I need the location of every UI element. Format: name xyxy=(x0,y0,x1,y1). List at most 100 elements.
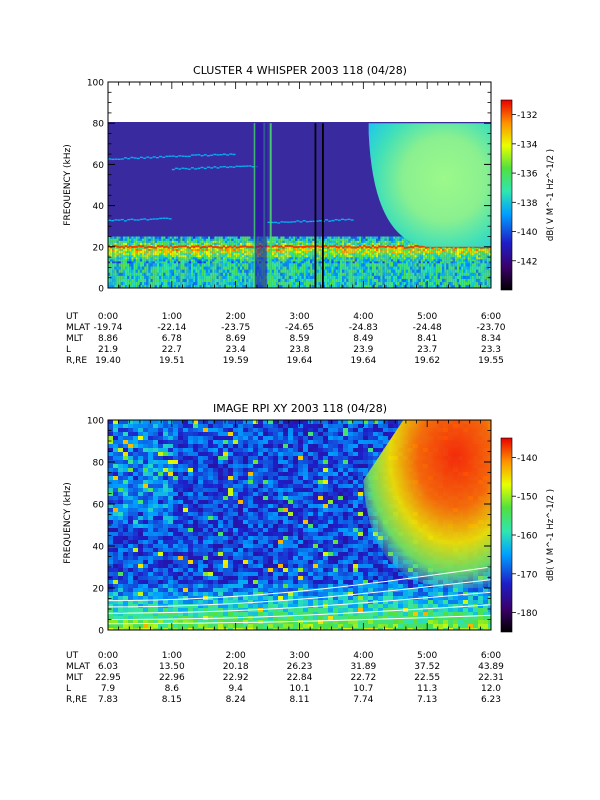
lowfreq-cell xyxy=(399,281,402,286)
emission-cell xyxy=(171,261,174,264)
emission-cell xyxy=(327,244,330,247)
lowfreq-cell xyxy=(216,266,219,270)
lowfreq-cell xyxy=(454,284,457,288)
emission-cell xyxy=(216,255,219,258)
emission-cell xyxy=(129,261,132,264)
spectrogram-cell xyxy=(158,420,164,425)
emission-cell xyxy=(129,252,132,256)
emission-cell xyxy=(473,246,477,250)
line-cell xyxy=(299,245,302,248)
spectrogram-cell xyxy=(108,492,114,497)
spectrogram-cell xyxy=(133,588,139,593)
emission-cell xyxy=(342,238,345,241)
emission-cell xyxy=(359,240,362,243)
streak xyxy=(289,221,293,223)
spectrogram-cell xyxy=(118,624,124,629)
emission-cell xyxy=(461,261,464,264)
emission-cell xyxy=(233,236,236,239)
emission-cell xyxy=(165,259,168,262)
emission-cell xyxy=(286,252,289,256)
emission-cell xyxy=(167,242,170,245)
emission-cell xyxy=(465,257,468,260)
lowfreq-cell xyxy=(229,269,232,273)
spectrogram-cell xyxy=(158,484,164,489)
line-cell xyxy=(416,245,419,248)
emission-cell xyxy=(237,242,240,245)
lowfreq-cell xyxy=(484,269,487,273)
lowfreq-cell xyxy=(376,278,379,283)
emission-cell xyxy=(229,252,232,256)
streak xyxy=(206,155,210,157)
spectrogram-cell xyxy=(148,428,154,433)
spectrogram-cell xyxy=(138,616,144,621)
emission-cell xyxy=(208,242,211,245)
lowfreq-cell xyxy=(173,272,177,276)
lowfreq-cell xyxy=(280,263,283,267)
spectrogram-cell xyxy=(143,524,149,529)
lowfreq-cell xyxy=(437,266,440,270)
lowfreq-cell xyxy=(120,266,123,270)
emission-cell xyxy=(325,248,328,252)
emission-cell xyxy=(380,255,383,258)
emission-cell xyxy=(401,255,404,258)
emission-cell xyxy=(301,252,304,256)
emission-cell xyxy=(214,246,217,250)
lowfreq-cell xyxy=(410,272,413,276)
emission-cell xyxy=(133,240,136,243)
spectrogram-cell xyxy=(168,560,174,565)
lowfreq-cell xyxy=(216,278,219,283)
emission-cell xyxy=(352,252,355,256)
lowfreq-cell xyxy=(273,281,277,286)
lowfreq-cell xyxy=(144,275,147,279)
emission-cell xyxy=(135,259,138,262)
spectrogram-cell xyxy=(148,424,154,429)
emission-cell xyxy=(342,261,345,264)
lowfreq-cell xyxy=(425,281,428,286)
emission-cell xyxy=(393,255,396,258)
lowfreq-cell xyxy=(203,278,206,283)
lowfreq-cell xyxy=(214,263,217,267)
emission-cell xyxy=(184,259,187,262)
emission-cell xyxy=(250,236,253,239)
spectrogram-cell xyxy=(148,596,154,601)
lowfreq-cell xyxy=(246,284,249,288)
emission-cell xyxy=(244,259,247,262)
lowfreq-cell xyxy=(435,278,438,283)
lowfreq-cell xyxy=(401,263,404,267)
emission-cell xyxy=(318,257,321,260)
emission-cell xyxy=(184,255,187,258)
emission-cell xyxy=(408,244,411,247)
spectrogram-cell xyxy=(113,548,119,553)
spectrogram-cell xyxy=(153,496,159,501)
emission-cell xyxy=(169,255,172,258)
emission-cell xyxy=(335,248,338,252)
spectrogram-cell xyxy=(158,436,164,441)
emission-cell xyxy=(361,242,364,245)
emission-cell xyxy=(422,250,426,254)
lowfreq-cell xyxy=(282,281,285,286)
emission-cell xyxy=(237,244,240,247)
lowfreq-cell xyxy=(342,275,345,279)
lowfreq-cell xyxy=(459,266,462,270)
spectrogram-cell xyxy=(123,488,129,493)
emission-cell xyxy=(210,257,213,260)
lowfreq-cell xyxy=(180,275,183,279)
lowfreq-cell xyxy=(331,281,334,286)
lowfreq-cell xyxy=(465,275,468,279)
spectrogram-cell xyxy=(173,452,179,457)
lowfreq-cell xyxy=(376,266,379,270)
emission-cell xyxy=(422,261,426,264)
lowfreq-cell xyxy=(271,269,274,273)
lowfreq-cell xyxy=(131,263,134,267)
emission-cell xyxy=(393,259,396,262)
lowfreq-cell xyxy=(305,281,308,286)
lowfreq-cell xyxy=(208,266,211,270)
emission-cell xyxy=(414,252,417,256)
emission-cell xyxy=(169,248,172,252)
lowfreq-cell xyxy=(444,275,447,279)
lowfreq-cell xyxy=(303,281,306,286)
spectrogram-cell xyxy=(158,524,164,529)
lowfreq-cell xyxy=(484,275,487,279)
spectrogram-cell xyxy=(163,496,169,501)
spectrogram-cell xyxy=(148,556,154,561)
